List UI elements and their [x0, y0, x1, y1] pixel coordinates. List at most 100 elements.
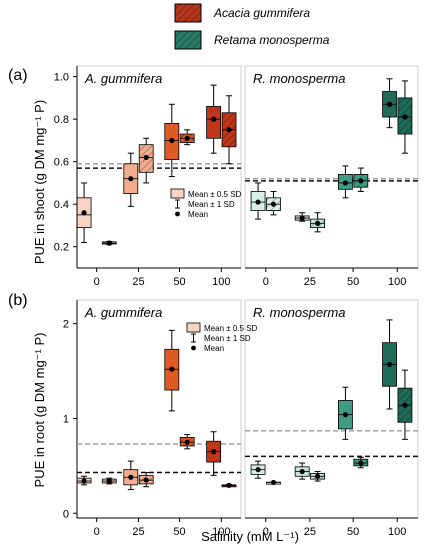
- box-mean-point: [270, 201, 277, 207]
- box-100-hatched: [397, 80, 413, 154]
- y-tick-label: 0: [63, 508, 69, 520]
- box-100-hatched: [397, 369, 413, 440]
- box-mean-point: [386, 361, 393, 368]
- box-mean-point: [386, 101, 393, 107]
- box-50-hatched: [179, 129, 195, 146]
- panel-frame: [76, 65, 242, 269]
- box-0: [76, 182, 92, 243]
- key-mean-label: Mean: [204, 344, 224, 353]
- box-mean-point: [255, 199, 261, 205]
- key-sd05-label: Mean ± 0.5 SD: [188, 190, 242, 199]
- panel-species-title: R. monosperma: [253, 71, 345, 86]
- box-mean-point: [211, 116, 217, 122]
- x-tick-label: 50: [173, 276, 185, 288]
- box-mean-point: [314, 220, 321, 226]
- box-0-hatched: [101, 240, 117, 246]
- key-swatch: [186, 322, 201, 333]
- box-mean-point: [81, 210, 87, 216]
- box-0: [250, 460, 266, 479]
- box-50: [164, 103, 180, 178]
- panel-4: R. monosperma 0 25 50 100: [244, 299, 419, 538]
- box-mean-point: [128, 176, 134, 182]
- x-tick-label: 25: [132, 276, 144, 288]
- panel-label-a: (a): [8, 67, 28, 84]
- y-axis-label-b: PUE in root (g DM mg⁻¹ P): [32, 333, 47, 488]
- box-50: [338, 386, 353, 440]
- box-mean-point: [270, 479, 277, 486]
- box-25: [123, 152, 139, 207]
- box-mean-point: [143, 477, 149, 483]
- legend-label-acacia: Acacia gummifera: [213, 6, 310, 20]
- box-50-hatched: [179, 434, 195, 450]
- x-tick-label: 50: [347, 276, 359, 288]
- box-mean-point: [184, 135, 190, 141]
- box-mean-point: [226, 482, 232, 488]
- box-mean-point: [184, 439, 190, 445]
- x-tick-label: 0: [263, 276, 269, 288]
- y-tick-label: 0.8: [54, 114, 69, 126]
- key-sd1-label: Mean ± 1 SD: [204, 334, 251, 343]
- panel-species-title: R. monosperma: [253, 305, 345, 320]
- box-100: [382, 78, 397, 129]
- y-tick-label: 0.4: [54, 199, 69, 211]
- key-mean-dot: [175, 211, 180, 217]
- box-mean-point: [226, 127, 232, 133]
- box-25: [123, 460, 139, 491]
- box-0-hatched: [101, 477, 117, 485]
- x-tick-label: 100: [212, 276, 230, 288]
- box-mean-point: [358, 178, 364, 184]
- box-mean-point: [169, 137, 175, 144]
- box-50: [164, 329, 180, 412]
- x-tick-label: 50: [347, 526, 359, 538]
- box-mean-point: [342, 412, 349, 418]
- box-mean-point: [106, 478, 112, 484]
- box-0-hatched: [266, 479, 281, 486]
- x-tick-label: 0: [94, 276, 100, 288]
- box-25: [294, 212, 310, 222]
- box-mean-point: [106, 240, 112, 246]
- box-50-hatched: [353, 167, 369, 192]
- key-sd1-label: Mean ± 1 SD: [188, 200, 235, 209]
- box-50-hatched: [353, 456, 369, 469]
- legend-swatch-retama-hatch: [175, 31, 201, 49]
- box-100-hatched: [221, 482, 237, 488]
- box-0: [76, 475, 92, 486]
- key-mean-label: Mean: [188, 210, 208, 219]
- box-mean-point: [299, 468, 305, 475]
- x-tick-label: 0: [263, 526, 269, 538]
- y-axis-label-a: PUE in shoot (g DM mg⁻¹ P): [32, 100, 47, 264]
- box-25-hatched: [310, 471, 325, 482]
- box-50: [338, 165, 353, 199]
- box-mean-point: [169, 366, 175, 372]
- x-tick-label: 25: [304, 526, 316, 538]
- y-tick-label: 1.0: [54, 72, 69, 84]
- box-100: [206, 84, 222, 154]
- box-100: [382, 319, 397, 410]
- x-tick-label: 25: [304, 276, 316, 288]
- y-tick-label: 0.6: [54, 157, 69, 169]
- x-tick-label: 50: [173, 526, 185, 538]
- box-mean-point: [358, 460, 364, 466]
- box-mean-point: [255, 467, 261, 473]
- legend-swatch-acacia-hatch: [175, 4, 201, 22]
- x-tick-label: 25: [132, 526, 144, 538]
- box-mean-point: [314, 473, 321, 479]
- box-mean-point: [402, 402, 408, 408]
- key-mean-dot: [191, 345, 196, 351]
- legend-label-retama: Retama monosperma: [214, 33, 330, 47]
- box-mean-point: [128, 474, 134, 480]
- panel-label-b: (b): [8, 292, 28, 309]
- panel-2: R. monosperma 0 25 50 100: [244, 65, 419, 288]
- box-mean-point: [211, 449, 217, 455]
- box-100-hatched: [221, 95, 237, 165]
- box-100: [206, 431, 222, 476]
- x-tick-label: 100: [212, 526, 230, 538]
- x-tick-label: 100: [388, 276, 406, 288]
- box-mean-point: [143, 154, 149, 161]
- box-25-hatched: [138, 137, 154, 184]
